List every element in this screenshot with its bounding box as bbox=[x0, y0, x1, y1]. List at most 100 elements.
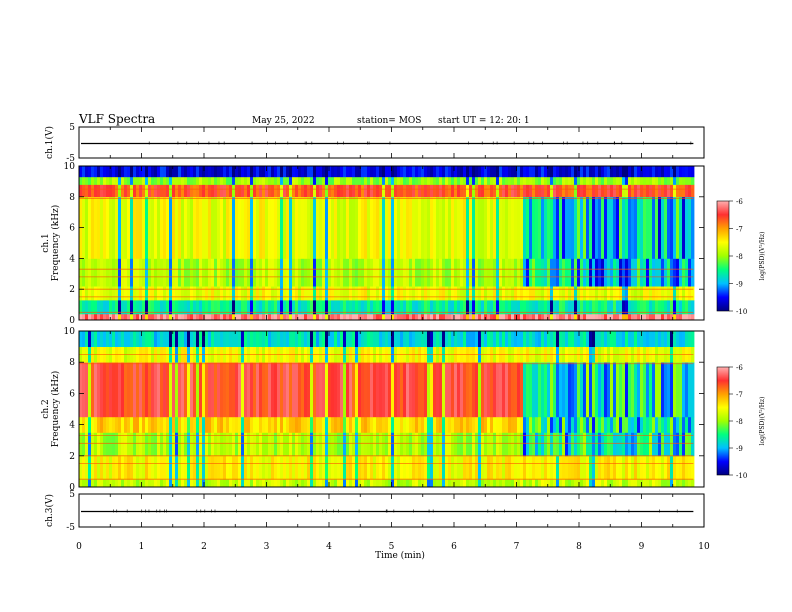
heatmap-cell bbox=[484, 479, 488, 488]
heatmap-cell bbox=[652, 299, 656, 315]
heatmap-cell bbox=[283, 313, 287, 321]
heatmap-cell bbox=[193, 286, 197, 301]
heatmap-cell bbox=[295, 166, 299, 178]
heatmap-cell bbox=[481, 331, 485, 347]
heatmap-cell bbox=[355, 299, 359, 315]
heatmap-cell bbox=[169, 166, 173, 178]
heatmap-cell bbox=[217, 166, 221, 178]
heatmap-cell bbox=[331, 362, 335, 418]
heatmap-cell bbox=[79, 286, 83, 301]
heatmap-cell bbox=[346, 331, 350, 347]
heatmap-cell bbox=[559, 416, 563, 433]
heatmap-cell bbox=[313, 432, 317, 457]
heatmap-cell bbox=[367, 286, 371, 301]
heatmap-cell bbox=[103, 455, 107, 480]
heatmap-cell bbox=[394, 166, 398, 178]
heatmap-cell bbox=[313, 166, 317, 178]
heatmap-cell bbox=[502, 479, 506, 488]
heatmap-cell bbox=[172, 455, 176, 480]
y-tick-label: 2 bbox=[69, 285, 75, 295]
heatmap-cell bbox=[670, 313, 674, 321]
heatmap-cell bbox=[193, 455, 197, 480]
heatmap-cell bbox=[136, 258, 140, 287]
heatmap-cell bbox=[331, 184, 335, 198]
heatmap-cell bbox=[523, 432, 527, 457]
heatmap-cell bbox=[136, 313, 140, 321]
heatmap-cell bbox=[133, 286, 137, 301]
heatmap-cell bbox=[400, 184, 404, 198]
heatmap-cell bbox=[508, 184, 512, 198]
heatmap-cell bbox=[82, 176, 86, 185]
heatmap-cell bbox=[169, 455, 173, 480]
heatmap-cell bbox=[226, 455, 230, 480]
heatmap-cell bbox=[682, 176, 686, 185]
heatmap-cell bbox=[607, 196, 611, 259]
heatmap-cell bbox=[379, 166, 383, 178]
heatmap-cell bbox=[487, 166, 491, 178]
y-tick-label: 8 bbox=[69, 358, 75, 368]
heatmap-cell bbox=[238, 416, 242, 433]
heatmap-cell bbox=[664, 479, 668, 488]
heatmap-cell bbox=[538, 184, 542, 198]
heatmap-cell bbox=[418, 299, 422, 315]
heatmap-cell bbox=[634, 331, 638, 347]
heatmap-cell bbox=[325, 416, 329, 433]
heatmap-cell bbox=[340, 331, 344, 347]
heatmap-cell bbox=[175, 362, 179, 418]
heatmap-cell bbox=[436, 432, 440, 457]
heatmap-cell bbox=[664, 176, 668, 185]
heatmap-cell bbox=[319, 299, 323, 315]
heatmap-cell bbox=[355, 362, 359, 418]
heatmap-cell bbox=[403, 479, 407, 488]
heatmap-cell bbox=[265, 258, 269, 287]
heatmap-cell bbox=[535, 416, 539, 433]
heatmap-cell bbox=[688, 479, 692, 488]
heatmap-cell bbox=[211, 184, 215, 198]
heatmap-cell bbox=[82, 331, 86, 347]
heatmap-cell bbox=[475, 176, 479, 185]
heatmap-cell bbox=[457, 313, 461, 321]
heatmap-cell bbox=[532, 196, 536, 259]
heatmap-cell bbox=[229, 455, 233, 480]
heatmap-cell bbox=[385, 479, 389, 488]
heatmap-cell bbox=[142, 166, 146, 178]
heatmap-cell bbox=[82, 286, 86, 301]
heatmap-cell bbox=[289, 196, 293, 259]
heatmap-cell bbox=[154, 196, 158, 259]
heatmap-cell bbox=[268, 176, 272, 185]
heatmap-cell bbox=[331, 166, 335, 178]
heatmap-cell bbox=[493, 258, 497, 287]
heatmap-cell bbox=[79, 258, 83, 287]
heatmap-cell bbox=[301, 362, 305, 418]
heatmap-cell bbox=[619, 184, 623, 198]
heatmap-cell bbox=[325, 166, 329, 178]
heatmap-cell bbox=[649, 455, 653, 480]
heatmap-cell bbox=[223, 479, 227, 488]
heatmap-cell bbox=[577, 299, 581, 315]
heatmap-cell bbox=[454, 286, 458, 301]
heatmap-cell bbox=[616, 313, 620, 321]
heatmap-cell bbox=[556, 432, 560, 457]
heatmap-cell bbox=[178, 313, 182, 321]
heatmap-cell bbox=[505, 196, 509, 259]
heatmap-cell bbox=[502, 313, 506, 321]
heatmap-cell bbox=[523, 479, 527, 488]
heatmap-cell bbox=[187, 176, 191, 185]
heatmap-cell bbox=[679, 479, 683, 488]
heatmap-cell bbox=[457, 176, 461, 185]
heatmap-cell bbox=[481, 362, 485, 418]
heatmap-cell bbox=[289, 176, 293, 185]
heatmap-cell bbox=[196, 455, 200, 480]
heatmap-cell bbox=[574, 299, 578, 315]
heatmap-cell bbox=[184, 196, 188, 259]
heatmap-cell bbox=[643, 432, 647, 457]
heatmap-cell bbox=[328, 362, 332, 418]
heatmap-cell bbox=[418, 286, 422, 301]
figure-title: VLF Spectra bbox=[78, 112, 155, 126]
heatmap-cell bbox=[481, 299, 485, 315]
heatmap-cell bbox=[523, 286, 527, 301]
heatmap-cell bbox=[478, 184, 482, 198]
heatmap-cell bbox=[691, 258, 695, 287]
heatmap-cell bbox=[277, 479, 281, 488]
heatmap-cell bbox=[298, 313, 302, 321]
